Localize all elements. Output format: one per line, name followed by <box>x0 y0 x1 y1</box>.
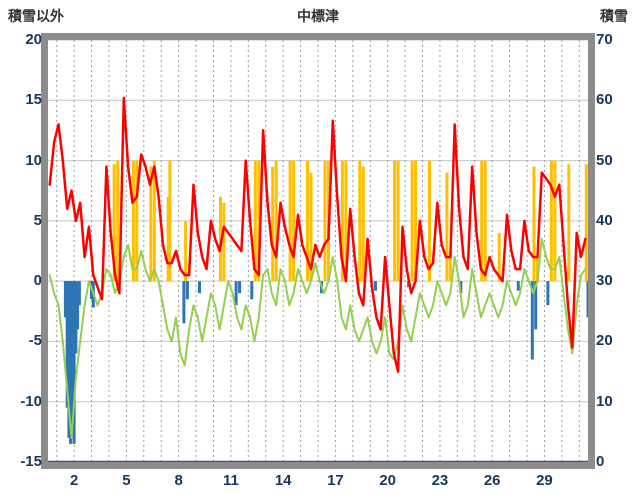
blue-bars <box>546 281 550 306</box>
orange-bars <box>553 160 557 282</box>
orange-bars <box>567 164 571 282</box>
blue-bars <box>70 281 74 426</box>
right-axis-tick-label: 30 <box>596 272 613 290</box>
orange-bars <box>393 160 397 282</box>
blue-bars <box>65 281 69 408</box>
orange-bars <box>168 160 172 282</box>
orange-bars <box>257 160 261 282</box>
orange-bars <box>253 160 257 282</box>
orange-bars <box>131 160 135 282</box>
orange-bars <box>497 232 501 282</box>
blue-bars <box>72 281 76 444</box>
orange-bars <box>288 160 292 282</box>
orange-bars <box>483 160 487 282</box>
orange-bars <box>323 160 327 282</box>
left-axis-tick-label: -10 <box>20 392 42 410</box>
left-axis-tick-label: 10 <box>25 151 42 169</box>
orange-bars <box>410 160 414 282</box>
orange-bars <box>306 160 309 282</box>
blue-bars <box>238 281 242 294</box>
orange-bars <box>292 160 296 282</box>
blue-bars <box>76 281 80 330</box>
left-axis-title: 積雪以外 <box>8 8 64 24</box>
orange-bars <box>358 160 362 282</box>
orange-bars <box>271 166 275 282</box>
green-line <box>48 237 587 439</box>
orange-bars <box>135 160 139 282</box>
orange-bars <box>112 164 116 282</box>
orange-bars <box>396 160 400 282</box>
orange-bars <box>184 220 188 282</box>
orange-bars <box>149 166 153 282</box>
x-axis-tick-label: 11 <box>222 472 239 489</box>
blue-bars <box>67 281 71 438</box>
blue-bars <box>69 281 73 444</box>
x-axis-tick-label: 14 <box>274 472 292 489</box>
blue-bars <box>185 281 189 300</box>
right-axis-title: 積雪 <box>600 8 628 24</box>
x-axis-tick-label: 20 <box>379 472 397 489</box>
x-axis-tick-label: 26 <box>483 472 501 489</box>
orange-bars <box>414 160 417 282</box>
blue-bars <box>198 281 201 294</box>
red-line <box>48 96 587 373</box>
left-axis-tick-label: 0 <box>33 272 42 290</box>
orange-bars <box>448 251 452 282</box>
left-axis-tick-label: -15 <box>20 453 42 470</box>
plot-frame <box>41 33 595 469</box>
orange-bars <box>428 160 431 282</box>
orange-bars <box>480 160 484 282</box>
blue-bars <box>182 281 186 324</box>
blue-bars <box>516 281 520 291</box>
orange-bars <box>536 257 539 282</box>
blue-bars <box>530 281 534 360</box>
orange-bars <box>222 202 226 282</box>
blue-bars <box>234 281 238 306</box>
orange-bars <box>584 164 588 282</box>
x-axis-tick-label: 23 <box>431 472 449 489</box>
blue-bars <box>534 281 538 330</box>
x-axis-tick-label: 8 <box>174 472 183 489</box>
orange-bars <box>166 196 170 282</box>
orange-bars <box>361 166 365 282</box>
orange-bars <box>445 172 449 282</box>
left-axis-tick-label: 15 <box>25 91 42 109</box>
x-axis-tick-label: 2 <box>69 472 79 489</box>
chart-title: 中標津 <box>297 8 339 24</box>
x-axis-tick-label: 17 <box>327 472 344 489</box>
orange-bars <box>549 160 553 282</box>
orange-bars <box>340 160 344 282</box>
left-axis-tick-label: -5 <box>28 332 42 350</box>
right-axis-tick-label: 20 <box>596 332 613 350</box>
left-axis-tick-label: 5 <box>33 211 42 229</box>
x-axis-tick-label: 5 <box>122 472 131 489</box>
orange-bars <box>274 160 278 282</box>
orange-bars <box>532 166 536 282</box>
orange-bars <box>309 172 313 282</box>
orange-bars <box>116 160 120 282</box>
right-axis-tick-label: 40 <box>596 211 613 229</box>
right-axis-tick-label: 10 <box>596 392 613 410</box>
blue-bars <box>250 281 254 300</box>
left-axis-tick-label: 20 <box>25 31 42 48</box>
blue-bars <box>374 281 377 291</box>
blue-bars <box>74 281 78 354</box>
x-axis-tick-label: 29 <box>536 472 553 489</box>
orange-bars <box>344 160 348 282</box>
right-axis-tick-label: 70 <box>596 31 613 48</box>
blue-bars <box>77 281 81 306</box>
right-axis-tick-label: 60 <box>596 91 613 109</box>
blue-bars <box>63 281 67 318</box>
orange-bars <box>152 160 156 282</box>
right-axis-tick-label: 50 <box>596 151 613 169</box>
right-axis-tick-label: 0 <box>596 453 605 470</box>
